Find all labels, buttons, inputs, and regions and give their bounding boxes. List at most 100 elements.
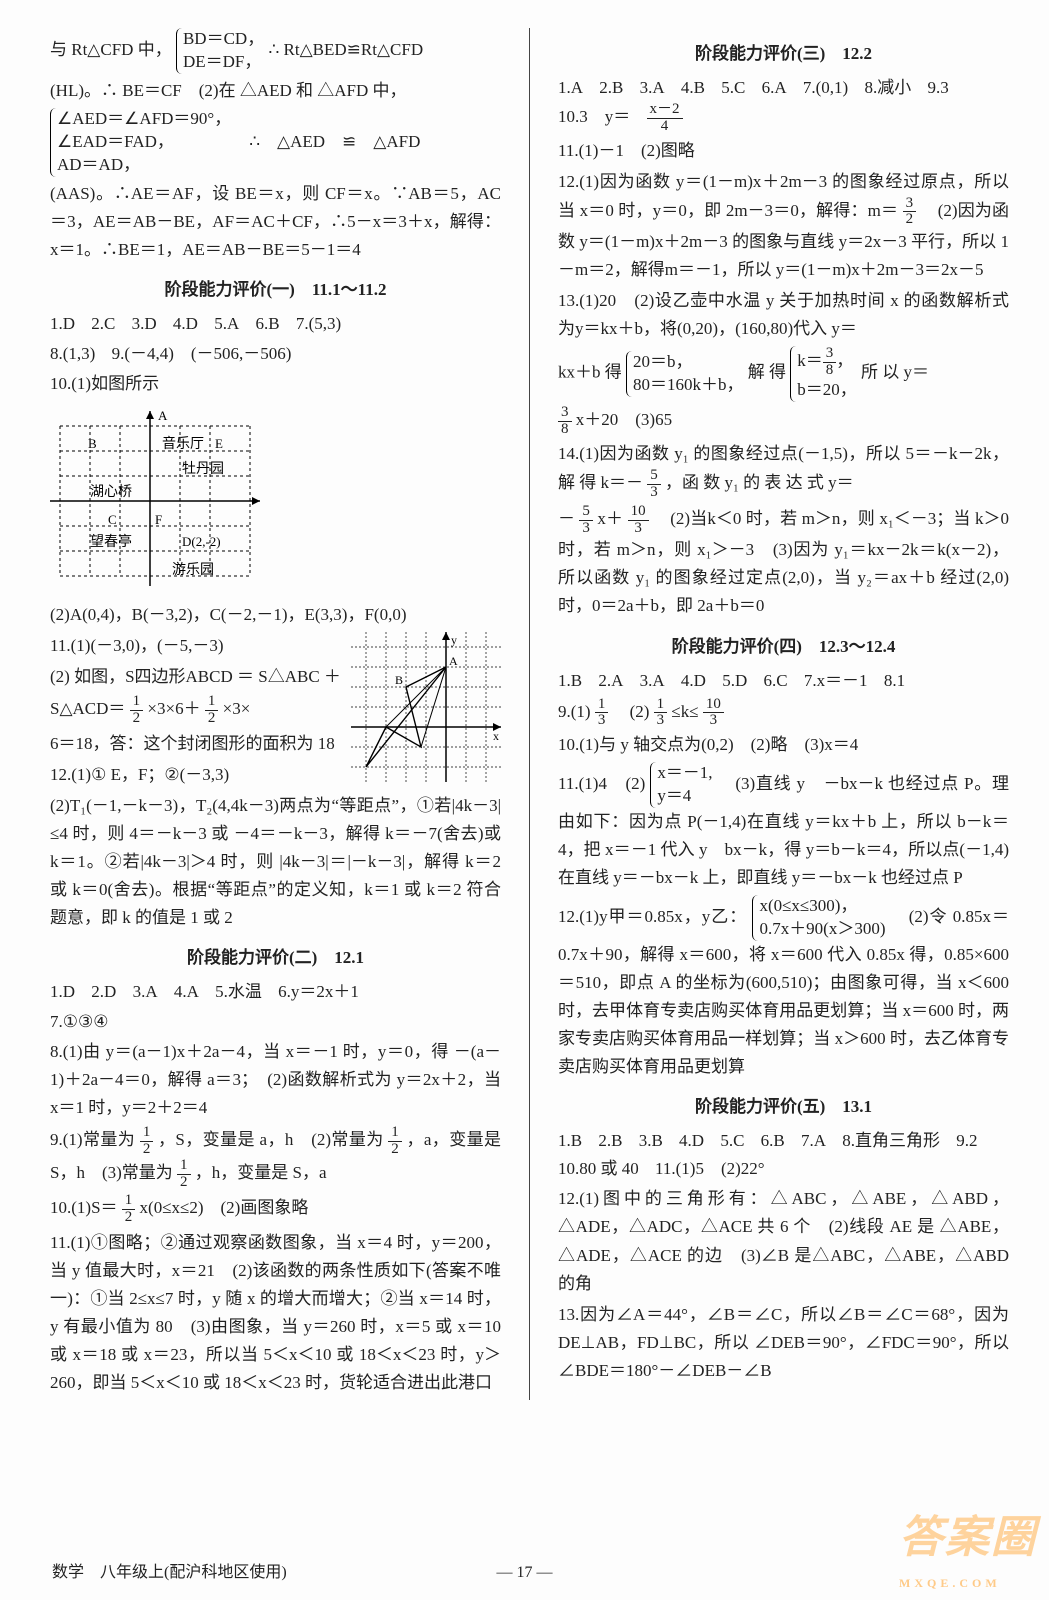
- formula-line: 38 x＋20 (3)65: [558, 405, 1009, 438]
- answers-row: 1.D 2.D 3.A 4.A 5.水温 6.y＝2x＋1: [50, 978, 501, 1006]
- ans: 8.1: [884, 671, 905, 690]
- text: 6＝18，答：这个封闭图形的面积为 18: [50, 730, 341, 758]
- ans: 1.D: [50, 982, 75, 1001]
- text: x＋20 (3)65: [576, 410, 672, 429]
- svg-text:牡丹园: 牡丹园: [182, 461, 224, 477]
- watermark-main: 答案圈: [899, 1513, 1037, 1562]
- ans: 4.A: [174, 982, 199, 1001]
- brace-2: ∠AED＝∠AFD＝90°， ∠EAD＝FAD， AD＝AD，: [50, 108, 231, 177]
- ans: 1.D: [50, 314, 75, 333]
- column-divider: [529, 28, 530, 1400]
- ans: 3.A: [133, 982, 158, 1001]
- brace-3: 20＝b， 80＝160k＋b，: [626, 351, 744, 397]
- formula-line: － 53 x＋ 103 (2)当k＜0 时，若 m＞n，则 x₁＜－3；当 k＞…: [558, 504, 1009, 621]
- ans: 5.C: [721, 78, 745, 97]
- brace-block: ∠AED＝∠AFD＝90°， ∠EAD＝FAD， AD＝AD， ∴ △AED ≌…: [50, 108, 501, 177]
- ans: 3.B: [639, 1131, 663, 1150]
- ans: 7.①③④: [50, 1008, 501, 1036]
- ans: 9.(－4,4) (－506,－506): [112, 344, 292, 363]
- formula-line: 11.(1)4 (2) x＝－1, y＝4 (3)直线 y －bx－k 也经过点…: [558, 762, 1009, 892]
- text: ×3×: [223, 699, 251, 718]
- section-3-title: 阶段能力评价(三) 12.2: [558, 40, 1009, 68]
- ans: 11.(1)5 (2)22°: [655, 1159, 765, 1178]
- text: 10.(1)与 y 轴交点为(0,2) (2)略 (3)x＝4: [558, 731, 1009, 759]
- brace-5: x＝－1, y＝4: [650, 762, 712, 808]
- formula-line: 10.(1)S＝ 12 x(0≤x≤2) (2)画图象略: [50, 1193, 501, 1226]
- ans: 3.A: [640, 671, 665, 690]
- text: (2)当k＜0 时，若 m＞n，则 x₁＜－3；当 k＞0 时，若 m＞n，则 …: [558, 509, 1009, 615]
- ans: 7.(5,3): [296, 314, 341, 333]
- ans: 4.B: [681, 78, 705, 97]
- formula-line: 12.(1)y甲＝0.85x，y乙： x(0≤x≤300)， 0.7x＋90(x…: [558, 895, 1009, 1081]
- brace-line: b＝20，: [797, 379, 857, 402]
- ans: 8.直角三角形: [842, 1131, 940, 1150]
- page-footer: 数学 八年级上(配沪科地区使用) — 17 —: [0, 1560, 1049, 1586]
- brace-6: x(0≤x≤300)， 0.7x＋90(x＞300): [752, 895, 885, 941]
- text: 10.3 y＝: [558, 107, 630, 126]
- text: (2)T₁(－1,－k－3)，T₂(4,4k－3)两点为“等距点”，①若|4k－…: [50, 792, 501, 932]
- brace-line: ∠AED＝∠AFD＝90°，: [57, 108, 231, 131]
- text: ≤k≤: [671, 702, 698, 721]
- text: 13.(1)20 (2)设乙壶中水温 y 关于加热时间 x 的函数解析式为y＝k…: [558, 287, 1009, 343]
- footer-left: 数学 八年级上(配沪科地区使用): [52, 1560, 287, 1586]
- svg-text:C: C: [108, 512, 117, 527]
- brace-line: 20＝b，: [633, 351, 744, 374]
- answers-row: 1.B 2.B 3.B 4.D 5.C 6.B 7.A 8.直角三角形 9.2 …: [558, 1127, 1009, 1183]
- formula-line: 9.(1) 13 (2) 13 ≤k≤ 103: [558, 697, 1009, 730]
- text: ×3×6＋: [147, 699, 200, 718]
- brace-line: y＝4: [657, 785, 712, 808]
- ans: 5.C: [720, 1131, 744, 1150]
- answers-row: 1.D 2.C 3.D 4.D 5.A 6.B 7.(5,3): [50, 310, 501, 338]
- text: x＋: [597, 509, 623, 528]
- formula-line: 12.(1)因为函数 y＝(1－m)x＋2m－3 的图象经过原点，所以当 x＝0…: [558, 168, 1009, 285]
- ans: 5.A: [214, 314, 239, 333]
- ans: 2.B: [599, 78, 623, 97]
- formula-line: 9.(1)常量为 12 ，S，变量是 a，h (2)常量为 12 ，a，变量是 …: [50, 1125, 501, 1190]
- ans: 1.B: [558, 671, 582, 690]
- ans: 1.B: [558, 1131, 582, 1150]
- ans: 6.B: [761, 1131, 785, 1150]
- ans: 7.(0,1): [803, 78, 848, 97]
- text: 12.(1)图中的三角形有：△ABC，△ABE，△ABD，△ADE，△ADC，△…: [558, 1185, 1009, 1297]
- text: 13.因为∠A＝44°，∠B＝∠C，所以∠B＝∠C＝68°，因为 DE⊥AB，F…: [558, 1301, 1009, 1385]
- brace-line: x(0≤x≤300)，: [759, 895, 885, 918]
- brace-1: BD＝CD， DE＝DF，: [176, 28, 264, 74]
- section-2-title: 阶段能力评价(二) 12.1: [50, 944, 501, 972]
- text: －: [558, 509, 575, 528]
- ans: 6.A: [762, 78, 787, 97]
- text: 11.(1)①图略；②通过观察函数图象，当 x＝4 时，y＝200，当 y 值最…: [50, 1229, 501, 1397]
- text: 所 以 y＝: [861, 363, 929, 382]
- text: (2)A(0,4)，B(－3,2)，C(－2,－1)，E(3,3)，F(0,0): [50, 601, 501, 629]
- text: 12.(1)① E，F；②(－3,3): [50, 761, 341, 789]
- ans: 4.D: [681, 671, 706, 690]
- svg-text:A: A: [449, 654, 458, 668]
- svg-text:E: E: [215, 436, 223, 451]
- text: kx＋b 得: [558, 363, 626, 382]
- section-1-title: 阶段能力评价(一) 11.1～11.2: [50, 276, 501, 304]
- coordinate-figure-2: y x A B: [351, 632, 501, 782]
- text: x(0≤x≤2) (2)画图象略: [140, 1199, 309, 1218]
- formula-line: kx＋b 得 20＝b， 80＝160k＋b， 解 得 k＝38， b＝20， …: [558, 346, 1009, 401]
- ans: 10.3 y＝ x－24: [558, 107, 707, 126]
- coordinate-figure-1: A B 音乐厅 E 牡丹园 湖心桥 C F 望春亭 D(2,-2) 游乐园: [50, 406, 260, 586]
- brace-line: DE＝DF，: [183, 51, 264, 74]
- text: 9.(1): [558, 702, 591, 721]
- text: (2) 如图，S四边形ABCD ＝ S△ABC ＋: [50, 663, 341, 691]
- text: ，函 数 y₁ 的 表 达 式 y＝: [665, 474, 854, 493]
- svg-text:F: F: [155, 512, 162, 527]
- text: 12.(1)y甲＝0.85x，y乙：: [558, 907, 747, 926]
- text: ，S，变量是 a，h (2)常量为: [158, 1131, 384, 1150]
- answers-row: 1.B 2.A 3.A 4.D 5.D 6.C 7.x＝－1 8.1: [558, 667, 1009, 695]
- ans: 4.D: [173, 314, 198, 333]
- ans: 6.y＝2x＋1: [278, 982, 359, 1001]
- text: 11.(1)－1 (2)图略: [558, 137, 1009, 165]
- formula-line: 14.(1)因为函数 y₁ 的图象经过点(－1,5)，所以 5＝－k－2k，解 …: [558, 440, 1009, 501]
- right-column: 阶段能力评价(三) 12.2 1.A 2.B 3.A 4.B 5.C 6.A 7…: [558, 28, 1009, 1400]
- text: ，h，变量是 S，a: [195, 1163, 327, 1182]
- text-with-figure: 11.(1)(－3,0)，(－5,－3) (2) 如图，S四边形ABCD ＝ S…: [50, 632, 501, 792]
- svg-text:游乐园: 游乐园: [172, 562, 214, 578]
- brace-line: ∠EAD＝FAD，: [57, 131, 231, 154]
- svg-text:D(2,-2): D(2,-2): [182, 534, 221, 549]
- text: 8.(1)由 y＝(a－1)x＋2a－4，当 x＝－1 时，y＝0，得 －(a－…: [50, 1038, 501, 1122]
- ans: 9.2: [956, 1131, 977, 1150]
